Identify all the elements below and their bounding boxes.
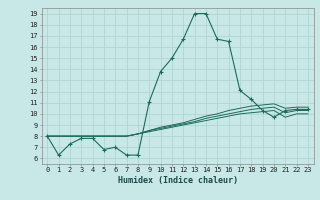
X-axis label: Humidex (Indice chaleur): Humidex (Indice chaleur) (118, 176, 237, 185)
